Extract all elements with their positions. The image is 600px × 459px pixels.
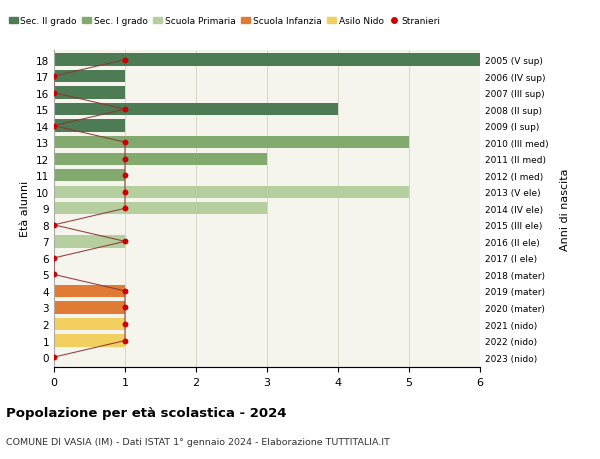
Bar — [54, 235, 125, 248]
Point — [49, 353, 59, 361]
Point — [120, 106, 130, 113]
Point — [120, 57, 130, 64]
Point — [120, 139, 130, 146]
Point — [49, 255, 59, 262]
Point — [49, 222, 59, 229]
Bar — [54, 71, 125, 83]
Bar — [54, 120, 125, 133]
Point — [120, 172, 130, 179]
Bar — [54, 302, 125, 314]
Point — [49, 271, 59, 279]
Bar — [54, 335, 125, 347]
Text: Popolazione per età scolastica - 2024: Popolazione per età scolastica - 2024 — [6, 406, 287, 419]
Bar — [54, 186, 409, 199]
Bar — [54, 54, 480, 67]
Bar — [54, 87, 125, 100]
Point — [49, 73, 59, 81]
Bar — [54, 104, 338, 116]
Point — [120, 189, 130, 196]
Y-axis label: Anni di nascita: Anni di nascita — [560, 168, 569, 250]
Bar — [54, 170, 125, 182]
Bar — [54, 153, 267, 166]
Bar — [54, 285, 125, 297]
Point — [120, 288, 130, 295]
Legend: Sec. II grado, Sec. I grado, Scuola Primaria, Scuola Infanzia, Asilo Nido, Stran: Sec. II grado, Sec. I grado, Scuola Prim… — [5, 14, 443, 30]
Bar — [54, 203, 267, 215]
Point — [120, 321, 130, 328]
Bar — [54, 137, 409, 149]
Y-axis label: Età alunni: Età alunni — [20, 181, 31, 237]
Point — [49, 90, 59, 97]
Text: COMUNE DI VASIA (IM) - Dati ISTAT 1° gennaio 2024 - Elaborazione TUTTITALIA.IT: COMUNE DI VASIA (IM) - Dati ISTAT 1° gen… — [6, 437, 390, 446]
Point — [49, 123, 59, 130]
Point — [120, 304, 130, 312]
Point — [120, 337, 130, 344]
Point — [120, 238, 130, 246]
Bar — [54, 318, 125, 330]
Point — [120, 156, 130, 163]
Point — [120, 205, 130, 213]
